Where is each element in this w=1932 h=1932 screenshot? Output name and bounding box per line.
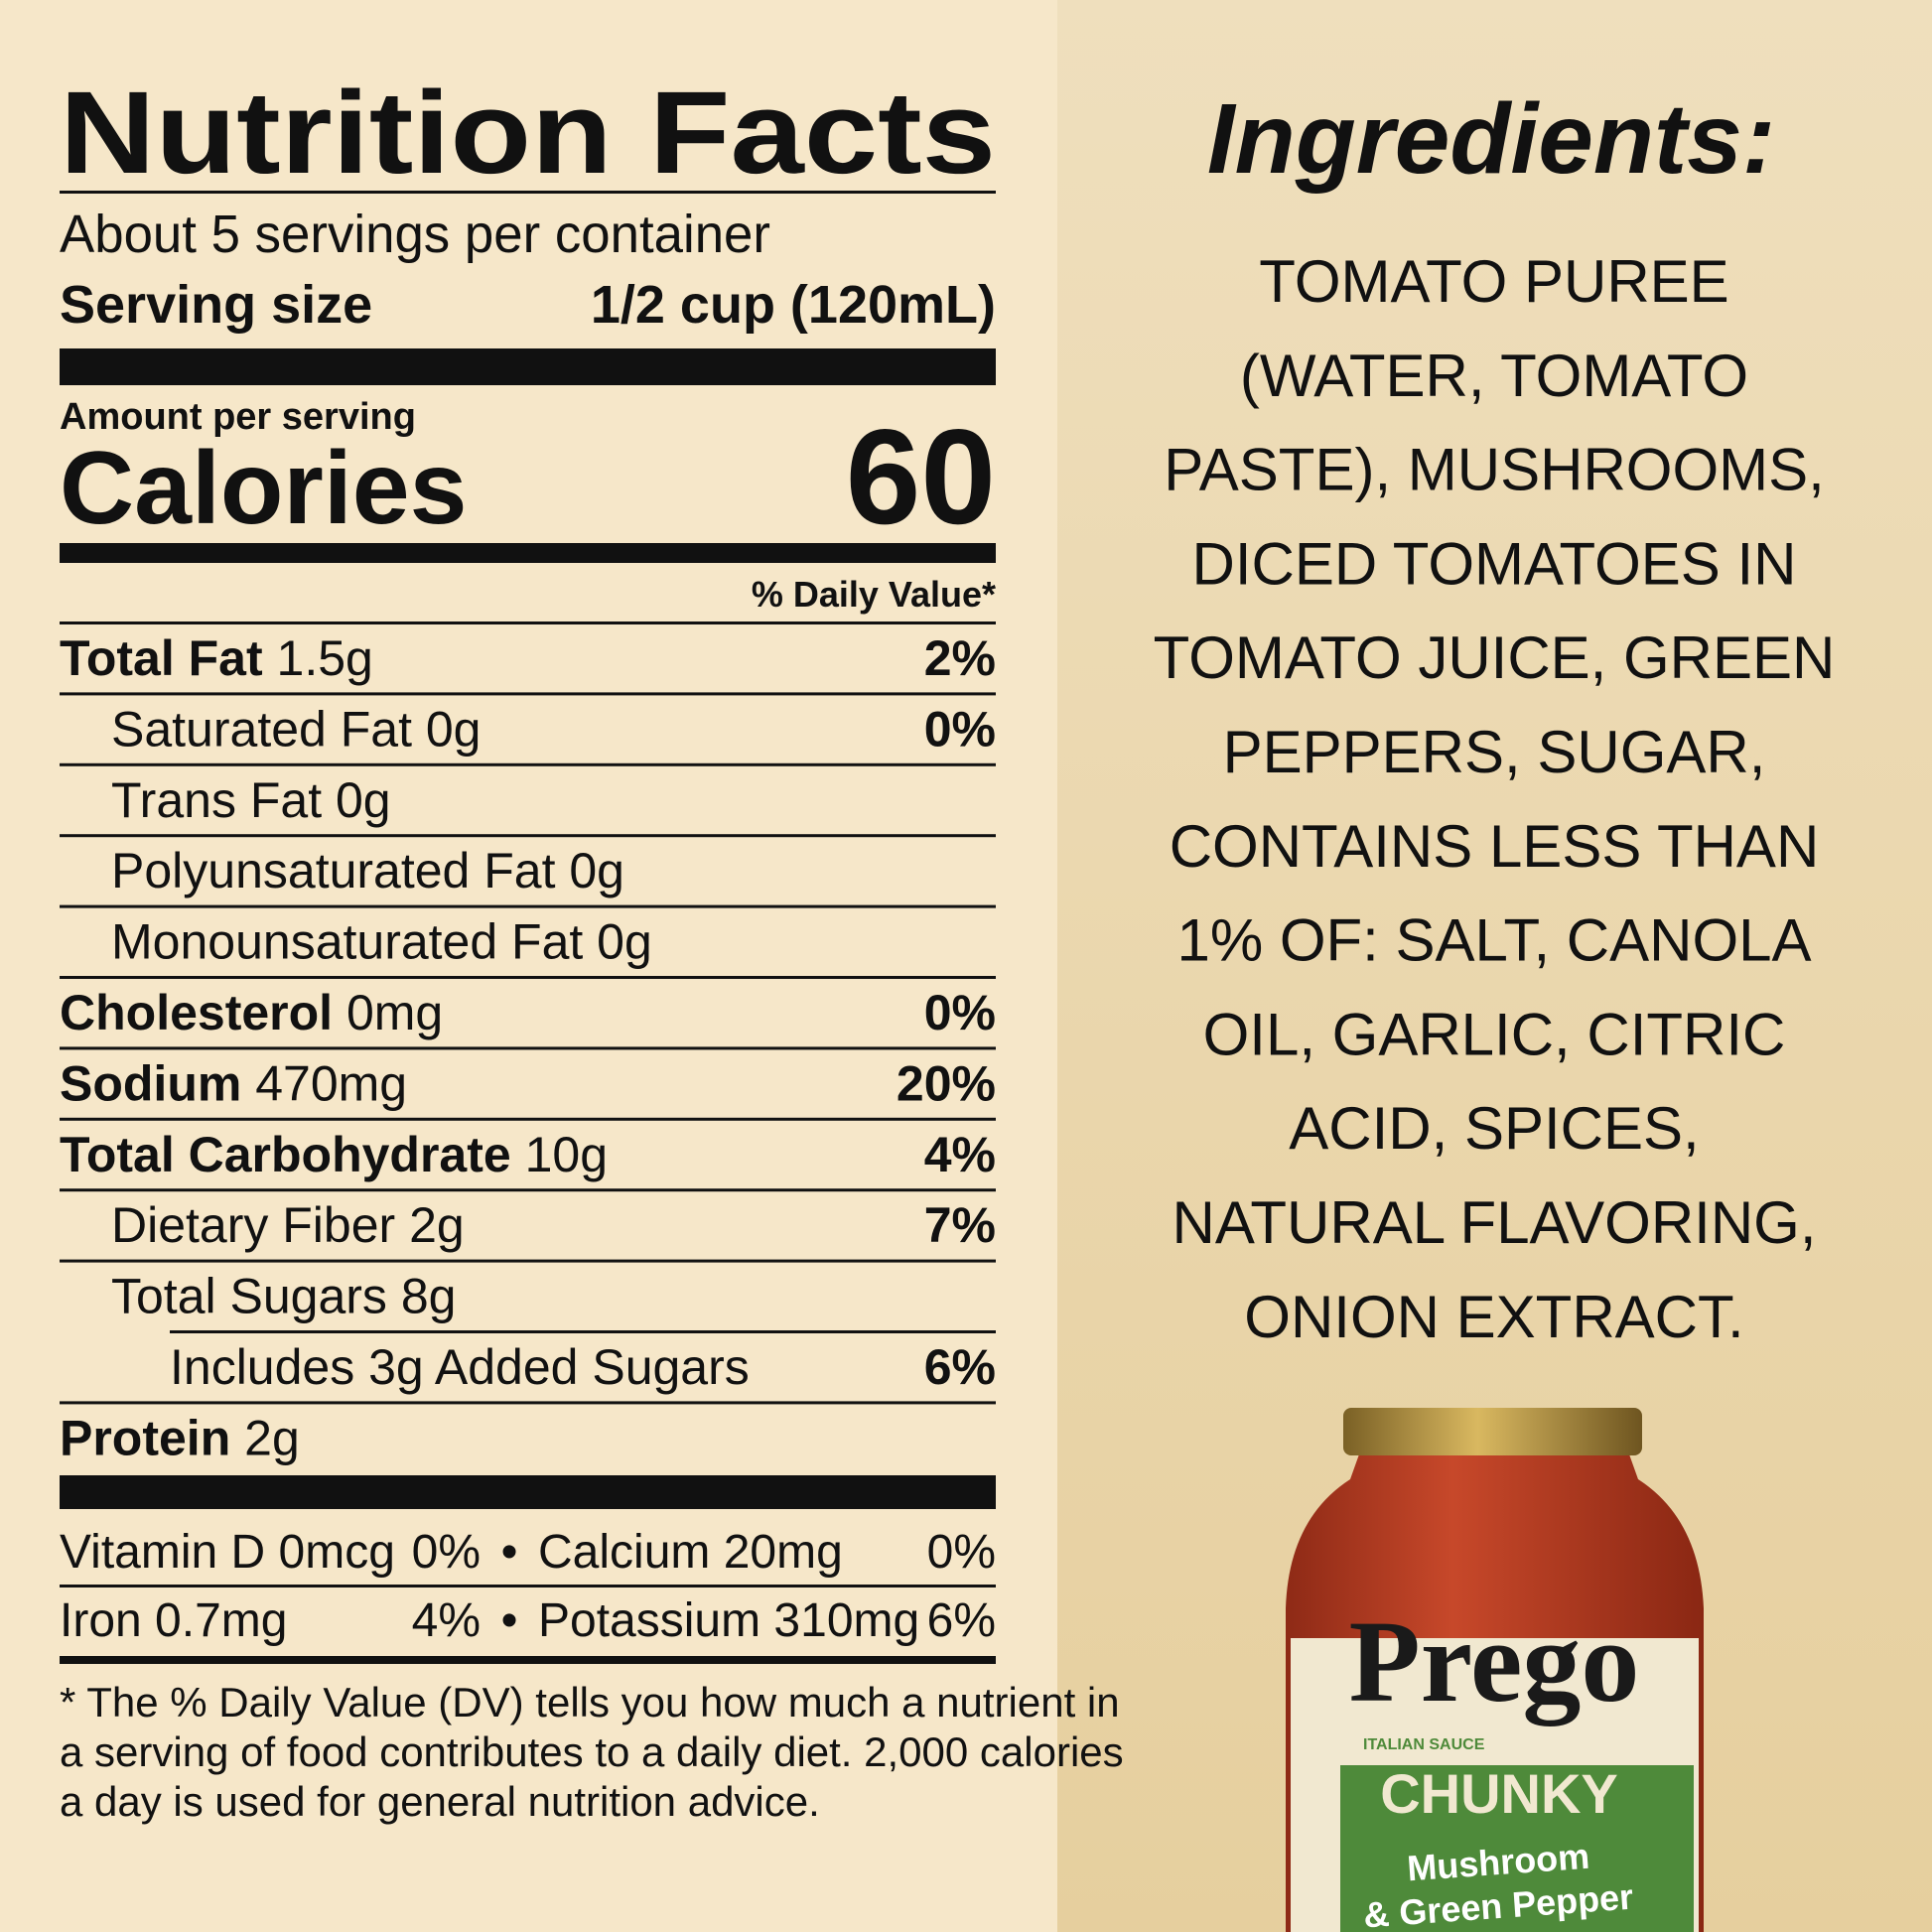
nutrient-name: Total Carbohydrate [60,1127,511,1182]
medium-rule [60,1656,996,1664]
nutrient-amount: 470mg [255,1055,407,1111]
vitamin-name: Vitamin D 0mcg [60,1526,395,1579]
rule [60,1117,996,1121]
daily-value: 6% [924,1339,996,1395]
daily-value: 0% [924,701,996,757]
footnote-line: * The % Daily Value (DV) tells you how m… [60,1679,1120,1725]
daily-value: 2% [924,630,996,686]
nutrient-row: Saturated Fat 0g [111,701,481,757]
vitamin-name: Calcium 20mg [538,1526,843,1579]
vitamin-dv: 6% [927,1594,996,1647]
ingredient-line: NATURAL FLAVORING, [1173,1189,1817,1256]
thick-rule [60,348,996,385]
nutrient-name: Trans Fat 0g [111,772,391,828]
brand: Prego [1349,1596,1640,1726]
serving-size-value: 1/2 cup (120mL) [591,275,996,335]
vitamin-dv: 0% [927,1526,996,1579]
vitamin-name: Iron 0.7mg [60,1594,287,1647]
ingredient-line: PEPPERS, SUGAR, [1223,719,1766,785]
rule [60,1585,996,1587]
vitamin-name: Potassium 310mg [538,1594,919,1647]
daily-value: 4% [924,1127,996,1182]
nutrient-name: Monounsaturated Fat 0g [111,914,652,970]
medium-rule [60,543,996,563]
rule [60,621,996,624]
nutrient-amount: 2g [244,1410,300,1465]
nutrient-name: Cholesterol [60,985,333,1040]
ingredient-line: DICED TOMATOES IN [1192,530,1797,597]
ingredient-line: OIL, GARLIC, CITRIC [1203,1001,1786,1067]
nutrient-row: Protein 2g [60,1410,300,1465]
ingredient-line: TOMATO PUREE [1259,248,1728,315]
ingredient-line: PASTE), MUSHROOMS, [1164,437,1825,503]
nutrient-row: Includes 3g Added Sugars [170,1339,750,1395]
nutrient-row: Dietary Fiber 2g [111,1197,465,1253]
product-jar: Prego ITALIAN SAUCE CHUNKY Mushroom & Gr… [1286,1408,1704,1932]
rule [60,692,996,696]
nutrient-name: Dietary Fiber 2g [111,1197,465,1253]
separator: • [501,1526,518,1579]
thick-rule [60,1475,996,1509]
serving-size-label: Serving size [60,275,372,335]
nutrient-row: Total Fat 1.5g [60,630,373,686]
calories-value: 60 [846,401,996,552]
ingredients: Ingredients: TOMATO PUREE (WATER, TOMATO P… [1154,83,1836,1350]
nutrient-row: Polyunsaturated Fat 0g [111,843,624,898]
nutrient-name: Polyunsaturated Fat 0g [111,843,624,898]
daily-value: 0% [924,985,996,1040]
ingredients-title: Ingredients: [1207,83,1775,195]
nutrient-name: Includes 3g Added Sugars [170,1339,750,1395]
rule [60,834,996,838]
rule [60,976,996,979]
nutrient-name: Total Fat [60,630,263,686]
nutrient-row: Total Carbohydrate 10g [60,1127,608,1182]
vitamin-dv: 4% [412,1594,481,1647]
rule [60,904,996,908]
nutrition-title: Nutrition Facts [60,68,996,199]
rule [170,1330,996,1333]
nutrient-name: Protein [60,1410,230,1465]
ingredient-line: ONION EXTRACT. [1244,1284,1743,1350]
rule [60,1259,996,1263]
label-panel [0,0,1057,1932]
daily-value: 20% [897,1055,996,1111]
nutrient-row: Monounsaturated Fat 0g [111,914,652,970]
ingredient-line: (WATER, TOMATO [1240,343,1748,409]
separator: • [501,1594,518,1647]
rule [60,1188,996,1192]
amount-per-serving: Amount per serving [60,396,416,438]
jar-band [1340,1765,1694,1932]
rule [60,191,996,194]
jar-lid [1343,1408,1642,1455]
servings-per-container: About 5 servings per container [60,205,770,264]
product-subtitle: ITALIAN SAUCE [1363,1736,1485,1753]
ingredient-line: CONTAINS LESS THAN [1170,813,1820,880]
product-line: CHUNKY [1380,1762,1618,1825]
nutrient-name: Total Sugars 8g [111,1269,456,1324]
rule [60,1046,996,1050]
ingredient-line: TOMATO JUICE, GREEN [1154,624,1836,691]
nutrient-amount: 0mg [346,985,443,1040]
rule [60,1401,996,1405]
nutrient-amount: 10g [525,1127,608,1182]
footnote-line: a serving of food contributes to a daily… [60,1728,1124,1775]
nutrient-name: Sodium [60,1055,241,1111]
ingredient-line: 1% OF: SALT, CANOLA [1176,907,1811,974]
daily-value-header: % Daily Value* [752,574,996,615]
nutrient-row: Total Sugars 8g [111,1269,456,1324]
rule [60,762,996,766]
vitamin-dv: 0% [412,1526,481,1579]
nutrition-facts: Nutrition Facts About 5 servings per con… [60,68,1124,1825]
calories-label: Calories [60,431,467,546]
nutrient-row: Sodium 470mg [60,1055,407,1111]
nutrient-name: Saturated Fat 0g [111,701,481,757]
ingredient-line: ACID, SPICES, [1289,1095,1699,1162]
nutrient-row: Trans Fat 0g [111,772,391,828]
footnote-line: a day is used for general nutrition advi… [60,1778,820,1825]
nutrient-amount: 1.5g [277,630,373,686]
nutrient-row: Cholesterol 0mg [60,985,443,1040]
daily-value: 7% [924,1197,996,1253]
